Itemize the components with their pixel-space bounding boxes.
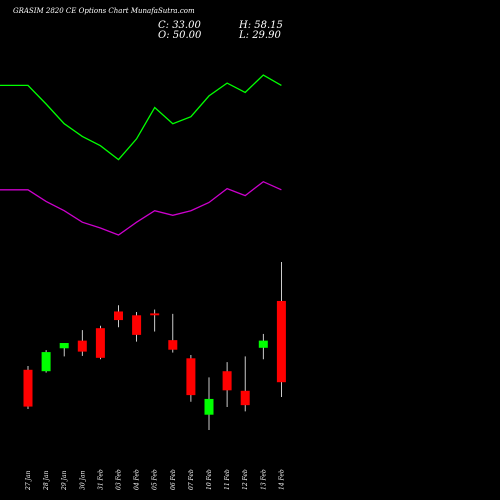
x-tick-label: 11 Feb — [224, 469, 231, 490]
lower-band-line — [0, 180, 282, 236]
candle-body — [276, 300, 286, 383]
x-tick-label: 10 Feb — [206, 469, 213, 490]
low-value: L: 29.90 — [239, 30, 281, 41]
x-tick-label: 12 Feb — [242, 469, 249, 490]
x-tick-label: 14 Feb — [278, 469, 285, 490]
candle-body — [150, 313, 160, 316]
candle-body — [23, 369, 33, 407]
candle-body — [258, 340, 268, 348]
high-value: H: 58.15 — [239, 20, 283, 31]
candle-body — [168, 340, 178, 350]
x-tick-label: 29 Jan — [61, 470, 68, 491]
x-tick-label: 13 Feb — [260, 469, 267, 490]
x-tick-label: 06 Feb — [170, 469, 177, 490]
upper-band-line — [0, 74, 282, 161]
x-tick-label: 31 Feb — [97, 469, 104, 490]
candle-body — [95, 328, 105, 358]
candle-body — [204, 398, 214, 415]
x-tick-label: 28 Jan — [43, 470, 50, 491]
close-value: C: 33.00 — [158, 20, 201, 31]
candle-body — [59, 343, 69, 349]
x-tick-label: 05 Feb — [152, 469, 159, 490]
x-tick-label: 30 Jan — [79, 470, 86, 490]
candle-body — [41, 352, 51, 372]
candle-body — [114, 311, 123, 321]
candle-body — [240, 390, 250, 406]
chart-title: GRASIM 2820 CE Options Chart MunafaSutra… — [13, 7, 195, 15]
x-tick-label: 04 Feb — [134, 469, 141, 490]
candle-body — [77, 340, 87, 352]
candle-body — [186, 358, 196, 396]
open-value: O: 50.00 — [158, 30, 202, 41]
x-tick-label: 03 Feb — [116, 469, 123, 490]
candle-body — [222, 371, 232, 391]
x-tick-label: 27 Jan — [25, 470, 32, 491]
candle-body — [132, 315, 142, 335]
x-tick-label: 07 Feb — [188, 469, 195, 490]
